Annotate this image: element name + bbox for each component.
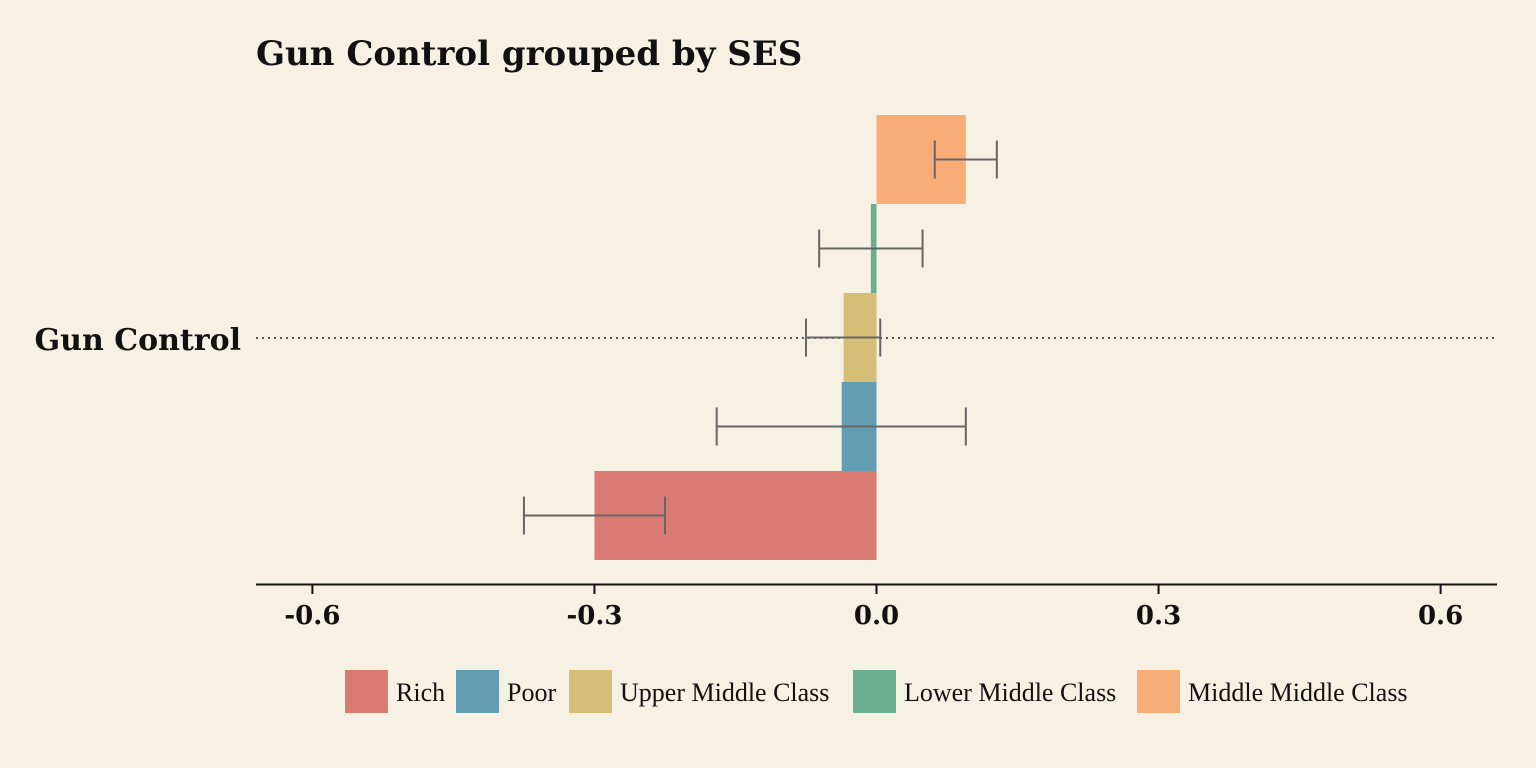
- chart-title: Gun Control grouped by SES: [256, 34, 802, 74]
- legend-label: Poor: [507, 678, 556, 707]
- error-bars-group: [522, 140, 998, 535]
- error-bar-lower-middle-class: [818, 229, 924, 268]
- legend-item-lower-middle-class: Lower Middle Class: [853, 670, 1116, 713]
- category-label: Gun Control: [35, 323, 241, 358]
- error-bar-upper-middle-class: [804, 318, 882, 357]
- bars-group: [594, 115, 966, 560]
- legend-item-upper-middle-class: Upper Middle Class: [569, 670, 829, 713]
- x-tick-label: 0.3: [1136, 601, 1181, 631]
- legend-label: Lower Middle Class: [904, 678, 1116, 707]
- x-axis-ticks: -0.6 -0.3 0.0 0.3 0.6: [284, 584, 1463, 631]
- legend-label: Middle Middle Class: [1188, 678, 1408, 707]
- error-bar-rich: [522, 496, 666, 535]
- legend-swatch: [345, 670, 388, 713]
- x-tick-label: -0.6: [284, 601, 340, 631]
- x-tick-label: 0.0: [854, 601, 899, 631]
- legend-swatch: [569, 670, 612, 713]
- legend-label: Rich: [396, 678, 445, 707]
- error-bar-middle-middle-class: [933, 140, 998, 179]
- legend-label: Upper Middle Class: [620, 678, 829, 707]
- error-bar-poor: [715, 407, 967, 446]
- x-tick-label: 0.6: [1418, 601, 1463, 631]
- legend-swatch: [1137, 670, 1180, 713]
- legend-swatch: [456, 670, 499, 713]
- legend-item-middle-middle-class: Middle Middle Class: [1137, 670, 1408, 713]
- legend-item-poor: Poor: [456, 670, 556, 713]
- x-tick-label: -0.3: [566, 601, 622, 631]
- legend-item-rich: Rich: [345, 670, 445, 713]
- legend-swatch: [853, 670, 896, 713]
- legend: Rich Poor Upper Middle Class Lower Middle C…: [345, 670, 1408, 713]
